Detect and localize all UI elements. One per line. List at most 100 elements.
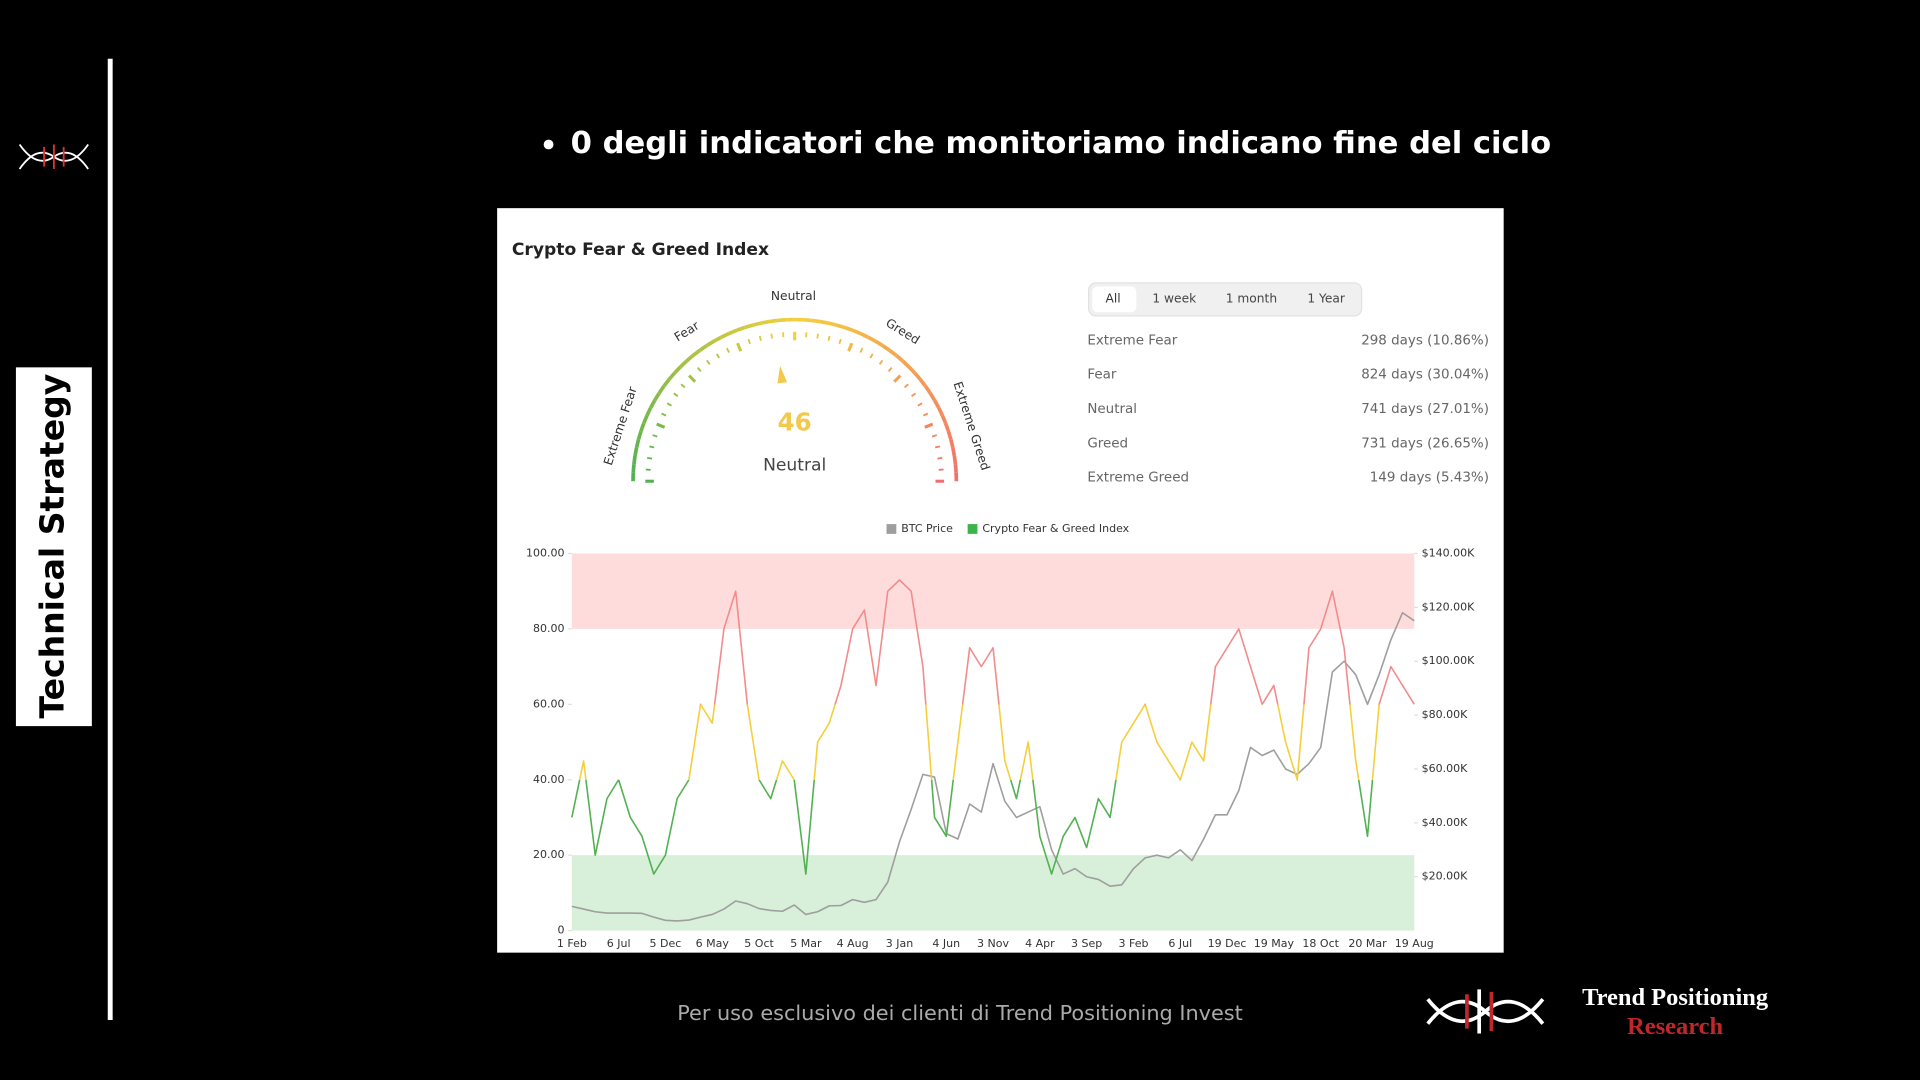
gauge-arc [844, 325, 854, 333]
gauge-tick [726, 347, 730, 353]
x-tick-label: 3 Nov [977, 937, 1009, 950]
gauge-tick [917, 402, 923, 407]
gauge-arc [819, 319, 829, 325]
gauge-arc [851, 328, 862, 336]
gauge-tick [666, 402, 672, 407]
y-tick-label: 60.00 [533, 697, 565, 710]
gauge-arc [928, 392, 937, 402]
stat-label: Extreme Greed [1087, 471, 1189, 486]
gauge-tick [924, 422, 934, 429]
stat-value: 824 days (30.04%) [1361, 368, 1489, 383]
gauge-arc [874, 339, 884, 348]
gauge-arc [907, 365, 917, 375]
gauge-tick [827, 335, 831, 341]
gauge-tick [673, 392, 679, 398]
stat-value: 741 days (27.01%) [1361, 402, 1489, 417]
zone-band [571, 553, 1415, 629]
stat-label: Fear [1087, 368, 1117, 383]
gauge-arc [631, 464, 636, 473]
logo-line2: Research [1627, 1013, 1723, 1040]
gauge-arc [827, 321, 838, 327]
gauge-arc [769, 318, 778, 324]
legend-swatch [886, 524, 897, 534]
gauge-arc [943, 422, 951, 432]
stat-value: 731 days (26.65%) [1361, 436, 1489, 451]
gauge-tick [816, 333, 819, 339]
gauge-arc [777, 317, 787, 323]
legend-label: BTC Price [901, 522, 953, 535]
x-tick-label: 18 Oct [1302, 937, 1339, 950]
gauge-arc [836, 323, 846, 330]
x-tick-label: 6 May [696, 937, 730, 950]
gauge-arc [867, 335, 877, 343]
gauge-tick [652, 434, 658, 438]
x-tick-label: 20 Mar [1348, 937, 1387, 950]
y2-tick-label: $40.00K [1422, 816, 1469, 829]
y-tick-label: 20.00 [533, 848, 565, 861]
gauge-arc [950, 447, 957, 457]
gauge-tick [715, 353, 720, 359]
gauge-arc [712, 335, 723, 343]
gauge-arc [913, 371, 922, 381]
gauge-arc [728, 328, 738, 336]
stat-label: Greed [1087, 436, 1128, 451]
gauge-needle [777, 365, 788, 384]
period-button[interactable]: All [1105, 291, 1120, 305]
footer: Per uso esclusivo dei clienti di Trend P… [677, 1001, 1243, 1025]
gauge-arc [923, 385, 932, 395]
gauge-arc [720, 331, 730, 339]
gauge-arc [760, 319, 770, 325]
gauge-arc [888, 348, 898, 358]
gauge-arc [895, 354, 905, 363]
gauge-arc [933, 399, 941, 409]
small-logo [18, 143, 89, 170]
y-tick-label: 100.00 [526, 546, 565, 559]
gauge-tick [859, 347, 864, 353]
bullet-text: 0 degli indicatori che monitoriamo indic… [571, 126, 1552, 161]
gauge-tick [706, 359, 711, 365]
x-tick-label: 3 Jan [886, 937, 914, 950]
gauge-tick [661, 412, 667, 417]
bullet-dot [543, 139, 554, 150]
period-button[interactable]: 1 Year [1307, 291, 1346, 305]
gauge-arc [633, 447, 639, 457]
gauge-arc [744, 323, 754, 330]
x-tick-label: 19 Dec [1208, 937, 1247, 950]
x-tick-label: 19 May [1254, 937, 1295, 950]
y2-tick-label: $80.00K [1422, 708, 1469, 721]
x-tick-label: 4 Jun [932, 937, 960, 950]
x-tick-label: 1 Feb [557, 937, 587, 950]
gauge-tick [903, 383, 909, 389]
gauge-arc [859, 331, 869, 339]
gauge-arc [649, 399, 657, 409]
x-tick-label: 5 Dec [650, 937, 682, 950]
legend-swatch [967, 524, 978, 534]
x-tick-label: 4 Apr [1025, 937, 1055, 950]
gauge-tick [647, 456, 653, 460]
index-line [571, 579, 1415, 875]
x-tick-label: 4 Aug [837, 937, 869, 950]
gauge-arc [667, 371, 676, 381]
gauge-arc [642, 414, 649, 424]
card-title: Crypto Fear & Greed Index [512, 240, 769, 260]
gauge-arc [953, 464, 958, 473]
gauge-arc [881, 344, 891, 352]
y-tick-label: 80.00 [533, 622, 565, 635]
gauge-tick [838, 338, 842, 345]
gauge-tick [680, 383, 686, 389]
stat-label: Neutral [1087, 402, 1137, 417]
sidebar-box [15, 367, 92, 727]
gauge-arc [949, 438, 955, 449]
gauge-tick [887, 367, 893, 372]
gauge-tick [911, 392, 917, 398]
period-button[interactable]: 1 month [1226, 291, 1277, 305]
gauge-arc [639, 422, 646, 432]
gauge-arc [632, 455, 637, 465]
gauge-arc [685, 354, 695, 363]
y2-tick-label: $120.00K [1422, 600, 1476, 613]
stat-value: 149 days (5.43%) [1370, 471, 1489, 486]
period-selector [1087, 282, 1363, 317]
gauge-arc [634, 438, 641, 449]
period-button[interactable]: 1 week [1152, 291, 1197, 305]
